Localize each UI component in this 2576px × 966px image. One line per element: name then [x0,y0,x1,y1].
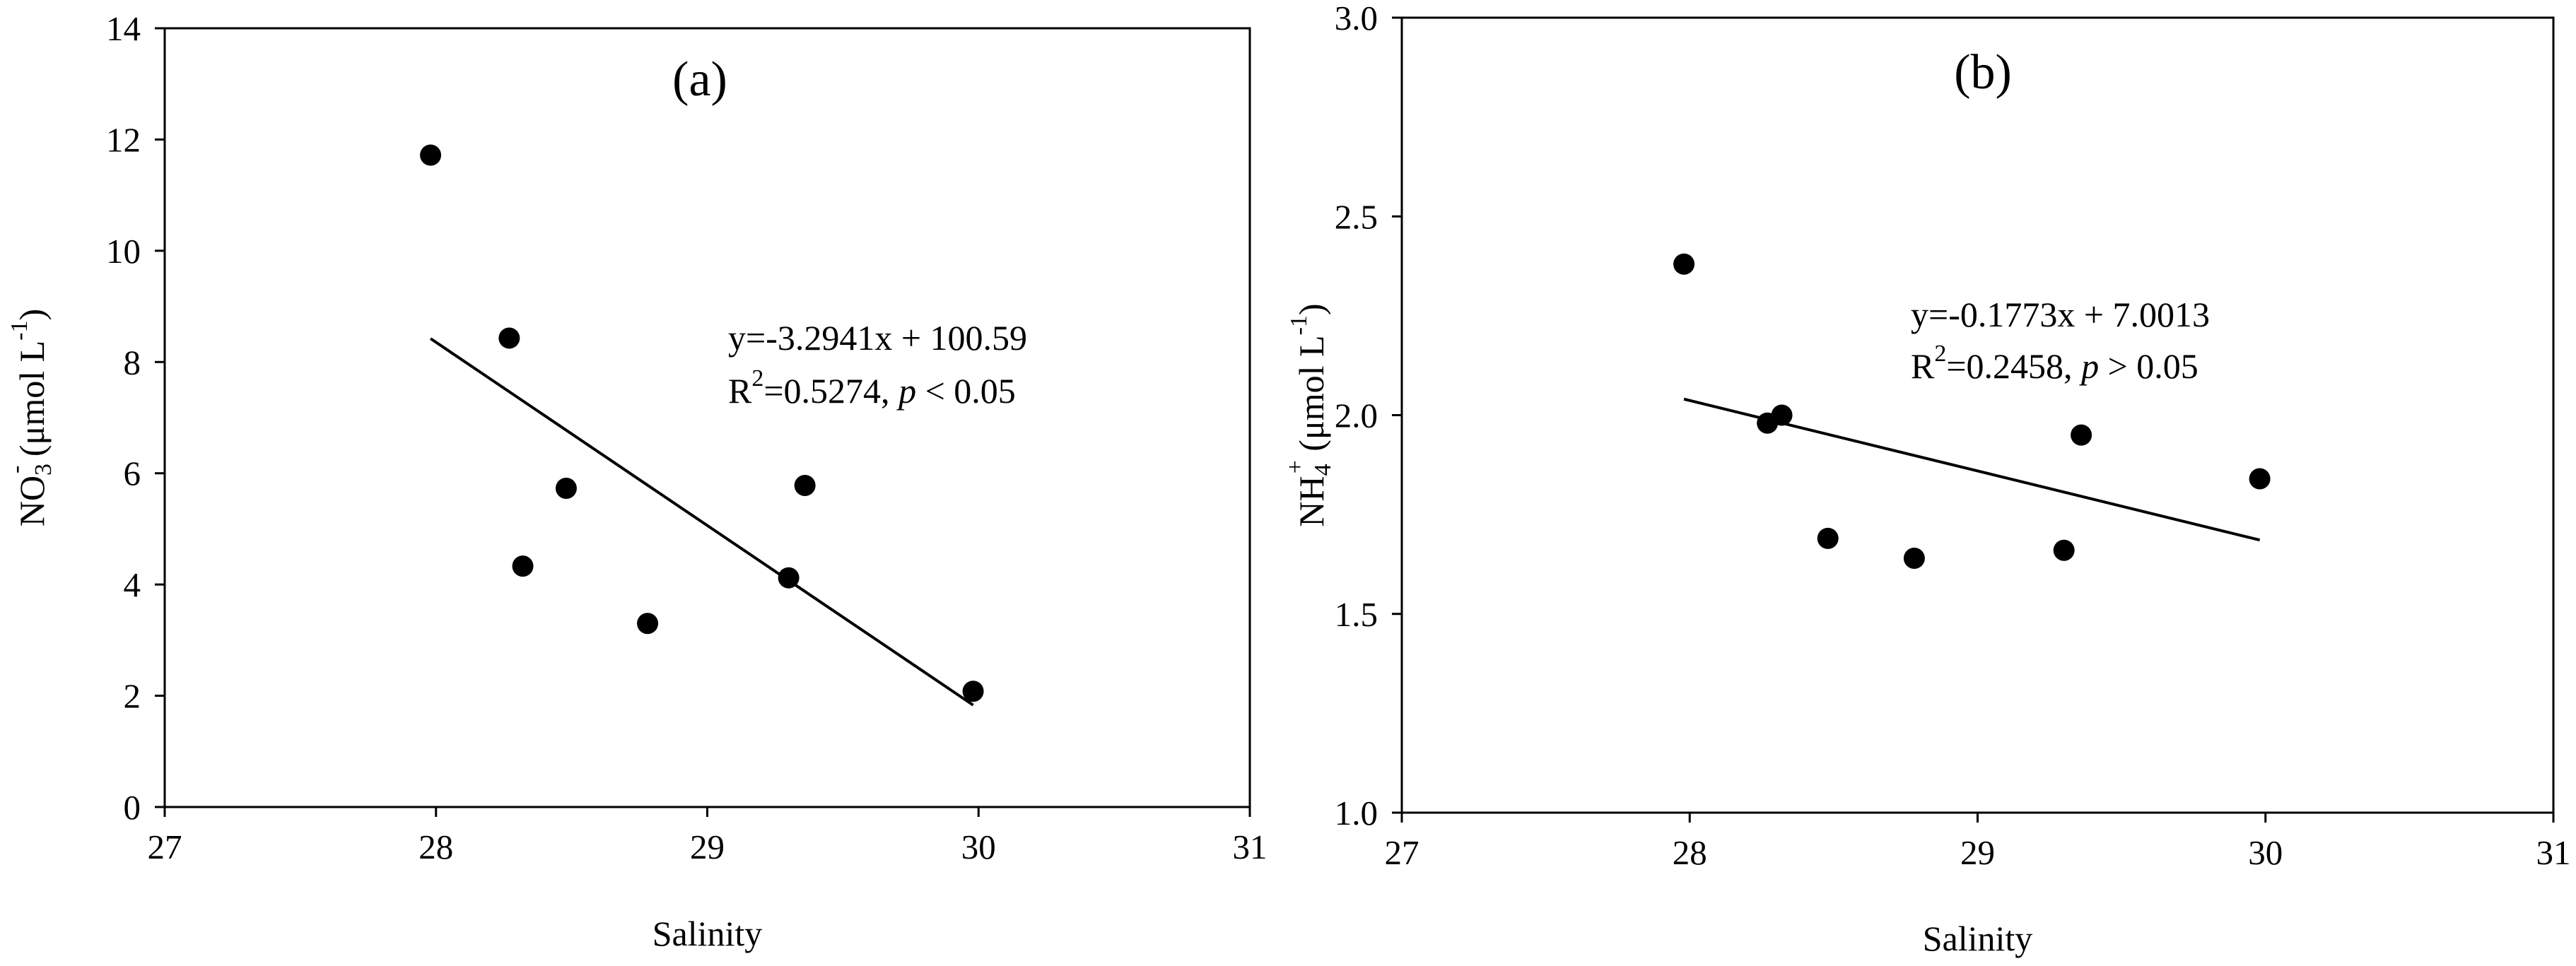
data-point [1903,548,1925,569]
y-axis-label: NH4+ (μmol L-1) [1282,303,1336,526]
data-point [498,327,520,349]
data-point [555,477,577,499]
regression-equation: y=-3.2941x + 100.59 [728,318,1027,358]
data-point [1771,404,1793,426]
x-axis-label: Salinity [1923,919,2033,958]
y-tick-label: 4 [124,565,141,604]
x-tick-label: 27 [148,827,182,866]
plot-frame [1400,16,2555,814]
data-point [2071,424,2092,446]
panel-title: (b) [1954,45,2012,100]
data-point [794,475,816,497]
regression-line [429,337,974,707]
x-axis-label: Salinity [652,914,763,953]
chart-panel-b: 27 28 29 30 31 1.0 1.5 2.0 2.5 3.0 Salinity NH4+ (μ… [1282,0,2570,958]
y-tick-label: 2 [124,677,141,716]
data-point [420,144,442,166]
x-tick-label: 30 [2248,833,2283,872]
regression-stats: R2=0.2458, p > 0.05 [1911,341,2199,386]
chart-panel-a: 27 28 29 30 31 0 2 4 6 8 10 12 14 Salinity NO3- (μmol … [3,9,1267,953]
data-point [2249,468,2271,490]
y-tick-label: 12 [106,120,141,159]
y-tick-label: 10 [106,232,141,271]
x-tick-label: 27 [1385,833,1419,872]
x-tick-label: 29 [690,827,725,866]
data-point [2053,539,2075,561]
panel-title: (a) [672,52,727,107]
data-point [1817,527,1839,549]
data-point [778,567,800,589]
y-tick-label: 8 [124,343,141,382]
regression-equation: y=-0.1773x + 7.0013 [1911,295,2210,334]
y-tick-label: 2.5 [1335,197,1378,236]
x-tick-label: 29 [1960,833,1995,872]
y-tick-label: 2.0 [1335,396,1378,435]
y-axis-label: NO3- (μmol L-1) [3,309,57,526]
data-point [512,555,534,577]
data-point [1673,253,1695,275]
y-tick-label: 6 [124,454,141,493]
x-tick-label: 31 [1233,827,1267,866]
y-tick-label: 1.5 [1335,595,1378,634]
data-point [637,613,659,635]
y-tick-label: 0 [124,788,141,827]
data-point [962,681,984,702]
x-tick-label: 30 [961,827,996,866]
y-tick-label: 3.0 [1335,0,1378,37]
y-tick-label: 14 [106,9,141,48]
regression-stats: R2=0.5274, p < 0.05 [728,365,1016,411]
x-tick-label: 28 [1673,833,1707,872]
x-tick-label: 31 [2536,833,2571,872]
x-tick-label: 28 [418,827,453,866]
plot-frame [163,27,1251,808]
y-tick-label: 1.0 [1335,794,1378,832]
